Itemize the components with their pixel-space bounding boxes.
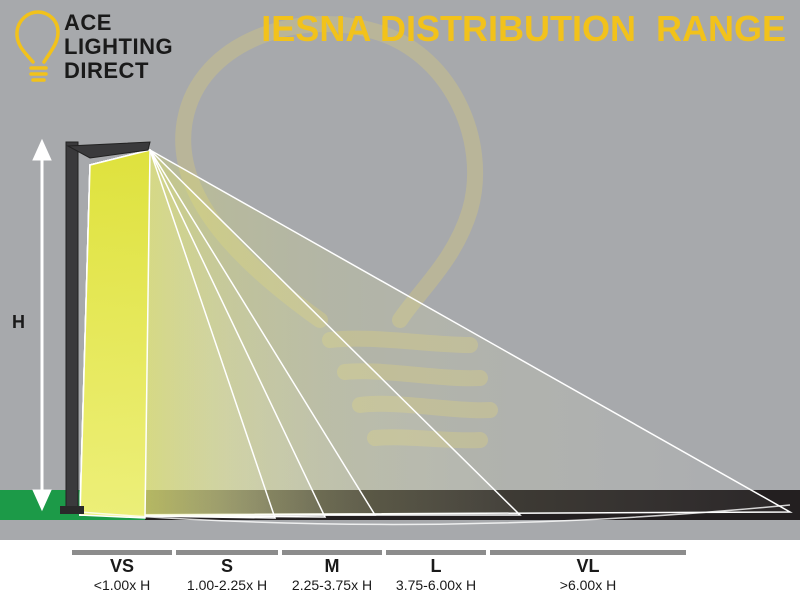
range-desc-vl: >6.00x H <box>559 577 617 593</box>
range-bar-m <box>282 550 382 555</box>
logo-text-line-2: LIGHTING <box>64 34 174 59</box>
range-code-vl: VL <box>576 556 600 576</box>
beam-vs <box>79 149 151 519</box>
lightbulb-icon <box>15 10 60 82</box>
light-beams <box>79 149 793 526</box>
range-bar-l <box>386 550 486 555</box>
height-arrow <box>32 138 52 512</box>
logo-text-line-1: ACE <box>64 10 112 35</box>
height-label: H <box>12 312 25 332</box>
range-code-l: L <box>430 556 442 576</box>
range-code-vs: VS <box>109 556 134 576</box>
street-light-pole <box>60 141 151 514</box>
range-bar-vs <box>72 550 172 555</box>
range-desc-m: 2.25-3.75x H <box>291 577 373 593</box>
range-code-s: S <box>220 556 233 576</box>
range-bar-s <box>176 550 278 555</box>
range-desc-s: 1.00-2.25x H <box>186 577 268 593</box>
ground-light-pool <box>79 504 791 526</box>
range-bar-vl <box>490 550 686 555</box>
range-desc-vs: <1.00x H <box>93 577 151 593</box>
diagram-title: IESNA DISTRIBUTION RANGE <box>261 8 786 49</box>
range-desc-l: 3.75-6.00x H <box>395 577 477 593</box>
range-code-m: M <box>324 556 340 576</box>
logo-text-line-3: DIRECT <box>64 58 149 83</box>
